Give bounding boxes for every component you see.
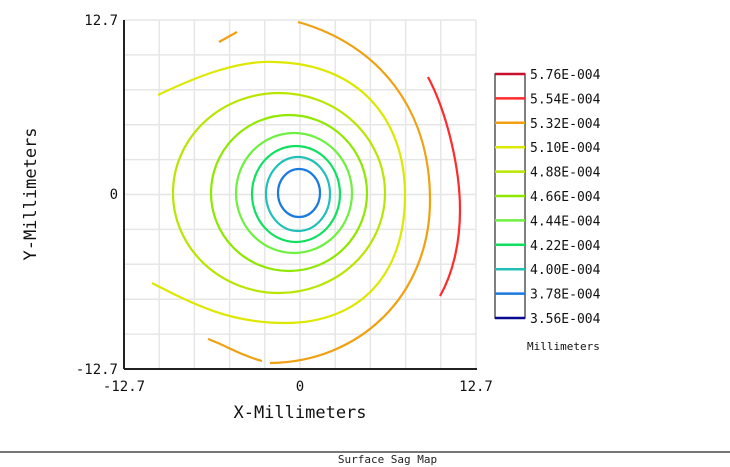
legend-label: 5.54E-004 (530, 92, 601, 107)
contour-5.32E-004 (207, 337, 263, 363)
contour-4.88E-004 (171, 91, 387, 295)
legend-label: 5.32E-004 (530, 117, 601, 132)
legend-unit: Millimeters (527, 340, 600, 353)
legend-label: 4.22E-004 (530, 239, 601, 254)
legend-label: 5.76E-004 (530, 68, 601, 83)
window-title: Surface Sag Map (337, 453, 438, 466)
legend-label: 3.78E-004 (530, 288, 601, 303)
legend-label: 4.00E-004 (530, 263, 601, 278)
x-tick-mid: 0 (296, 379, 304, 395)
contour-3.78E-004 (276, 167, 322, 219)
contour-4.44E-004 (234, 131, 354, 255)
y-tick-mid: 0 (110, 187, 118, 203)
contour-4.66E-004 (209, 113, 369, 273)
y-tick-top: 12.7 (84, 13, 118, 29)
contour-lines (151, 20, 462, 365)
contour-4.22E-004 (250, 144, 342, 244)
x-tick-right: 12.7 (459, 379, 493, 395)
x-tick-left: -12.7 (103, 379, 145, 395)
legend-label: 5.10E-004 (530, 141, 601, 156)
contour-5.10E-004 (151, 60, 407, 325)
legend: 5.76E-004 5.54E-004 5.32E-004 5.10E-004 4.88… (495, 68, 601, 327)
y-tick-bottom: -12.7 (76, 362, 118, 378)
legend-label: 4.66E-004 (530, 190, 601, 205)
contour-4.00E-004 (264, 155, 332, 233)
legend-label: 4.44E-004 (530, 214, 601, 229)
contour-5.32E-004 (218, 31, 238, 43)
x-axis-label: X-Millimeters (233, 403, 366, 423)
y-axis-label: Y-Millimeters (21, 127, 41, 260)
grid (123, 19, 477, 370)
contour-5.54E-004 (427, 76, 462, 297)
contour-5.32E-004 (269, 20, 432, 365)
footer-divider (0, 451, 730, 453)
legend-label: 3.56E-004 (530, 312, 601, 327)
legend-label: 4.88E-004 (530, 166, 601, 181)
